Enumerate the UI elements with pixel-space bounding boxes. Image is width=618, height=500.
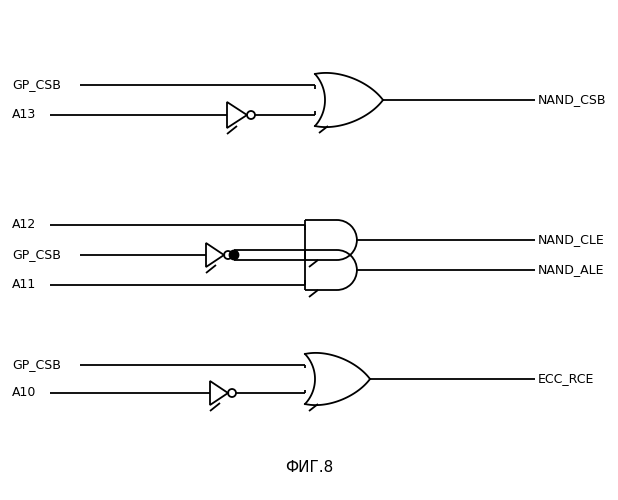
Text: A13: A13 xyxy=(12,108,36,122)
Text: ФИГ.8: ФИГ.8 xyxy=(285,460,333,475)
Text: A11: A11 xyxy=(12,278,36,291)
Text: GP_CSB: GP_CSB xyxy=(12,358,61,372)
Text: GP_CSB: GP_CSB xyxy=(12,248,61,262)
Text: NAND_CSB: NAND_CSB xyxy=(538,94,606,106)
Text: NAND_CLE: NAND_CLE xyxy=(538,234,605,246)
Circle shape xyxy=(229,250,239,260)
Text: NAND_ALE: NAND_ALE xyxy=(538,264,604,276)
Text: ECC_RCE: ECC_RCE xyxy=(538,372,595,386)
Text: A10: A10 xyxy=(12,386,36,400)
Text: A12: A12 xyxy=(12,218,36,232)
Text: GP_CSB: GP_CSB xyxy=(12,78,61,92)
